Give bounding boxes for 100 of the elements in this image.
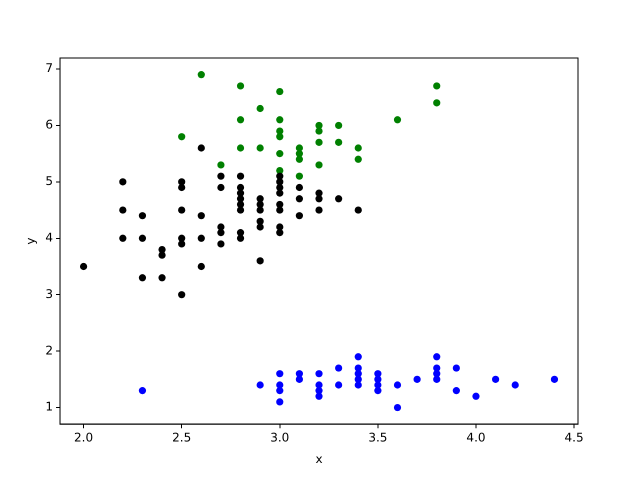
point: [256, 144, 264, 152]
point: [198, 234, 205, 242]
y-tick-label: 2: [45, 343, 54, 358]
point: [452, 387, 460, 394]
point: [394, 381, 402, 389]
point: [433, 99, 440, 106]
point: [256, 206, 264, 214]
point: [276, 116, 284, 124]
point: [138, 274, 146, 282]
point: [315, 138, 323, 146]
point: [315, 392, 323, 400]
point: [256, 257, 264, 264]
point: [198, 71, 205, 78]
point: [452, 364, 460, 372]
point: [198, 212, 205, 220]
point: [256, 381, 264, 389]
point: [158, 274, 166, 282]
point: [158, 252, 166, 259]
x-tick-label: 2.0: [74, 430, 94, 445]
point: [296, 184, 303, 192]
point: [315, 206, 323, 214]
point: [414, 376, 421, 383]
point: [276, 206, 284, 214]
point: [354, 353, 362, 360]
point: [80, 262, 88, 270]
point: [236, 82, 244, 90]
point: [492, 376, 500, 383]
point: [276, 88, 284, 96]
x-tick-label: 2.5: [172, 430, 192, 445]
point: [472, 392, 480, 400]
point: [236, 116, 244, 124]
point: [236, 206, 244, 214]
point: [276, 190, 284, 197]
point: [354, 381, 362, 389]
x-tick-label: 3.0: [270, 430, 290, 445]
point: [335, 364, 342, 372]
point: [315, 370, 323, 378]
point: [138, 212, 146, 220]
point: [335, 122, 342, 130]
y-tick-label: 5: [45, 174, 54, 188]
point: [315, 127, 323, 135]
y-tick-label: 1: [45, 400, 54, 414]
point: [433, 82, 440, 90]
point: [296, 212, 303, 220]
point: [354, 206, 362, 214]
point: [217, 172, 225, 180]
y-tick-label: 3: [45, 286, 54, 301]
point: [296, 156, 303, 163]
point: [119, 178, 126, 186]
point: [394, 404, 402, 412]
point: [119, 234, 126, 242]
point: [236, 172, 244, 180]
y-tick-label: 7: [45, 61, 54, 76]
point: [335, 381, 342, 389]
point: [217, 184, 225, 192]
x-tick-label: 4.5: [564, 430, 584, 445]
point: [276, 398, 284, 406]
point: [433, 376, 440, 383]
point: [217, 161, 225, 169]
point: [178, 291, 186, 298]
point: [276, 387, 284, 394]
point: [198, 144, 205, 152]
x-tick-label: 3.5: [368, 430, 388, 445]
point: [276, 133, 284, 140]
point: [256, 223, 264, 231]
point: [296, 172, 303, 180]
point: [276, 150, 284, 158]
point: [335, 195, 342, 202]
point: [550, 376, 558, 383]
point: [178, 206, 186, 214]
point: [276, 229, 284, 236]
point: [217, 240, 225, 248]
point: [512, 381, 519, 389]
point: [256, 104, 264, 112]
point: [138, 234, 146, 242]
x-tick-label: 4.0: [466, 430, 486, 445]
point: [296, 376, 303, 383]
point: [296, 195, 303, 202]
point: [119, 206, 126, 214]
x-axis-title: x: [315, 452, 323, 466]
point: [374, 387, 382, 394]
point: [217, 229, 225, 236]
point: [178, 184, 186, 192]
y-tick-label: 4: [45, 230, 54, 244]
point: [354, 144, 362, 152]
point: [178, 133, 186, 140]
point: [394, 116, 402, 124]
point: [138, 387, 146, 394]
point: [354, 156, 362, 163]
point: [433, 353, 440, 360]
point: [315, 195, 323, 202]
y-tick-label: 6: [45, 118, 54, 132]
y-axis-title: y: [23, 238, 38, 245]
point: [335, 138, 342, 146]
point: [178, 240, 186, 248]
point: [236, 234, 244, 242]
point: [276, 370, 284, 378]
point: [236, 144, 244, 152]
point: [315, 161, 323, 169]
point: [198, 262, 205, 270]
